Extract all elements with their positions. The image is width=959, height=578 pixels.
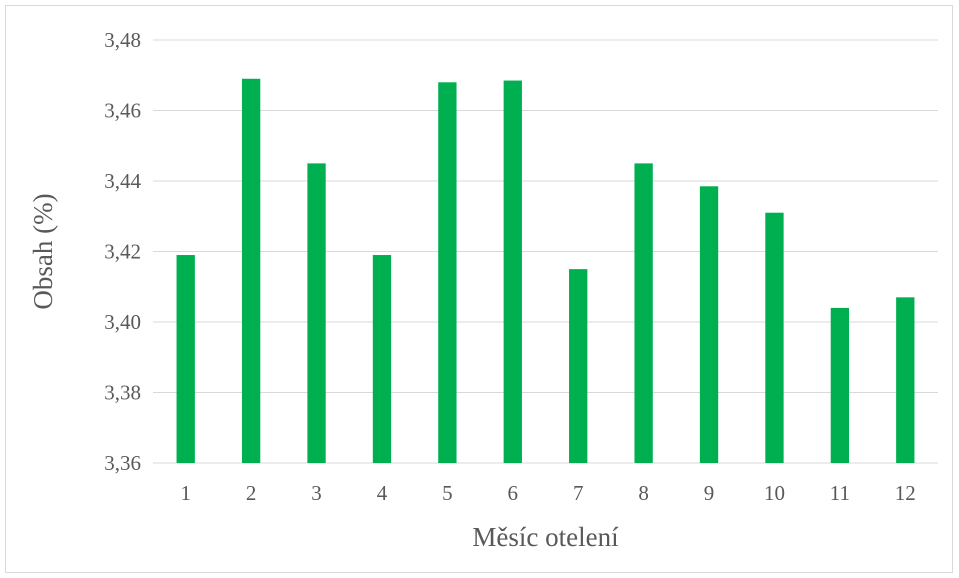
bar — [176, 255, 195, 463]
x-tick-label: 6 — [508, 481, 519, 505]
x-tick-label: 9 — [704, 481, 715, 505]
x-tick-labels: 1 2 3 4 5 6 7 8 9 10 11 12 — [180, 481, 915, 505]
bar-chart: 3,363,383,403,423,443,463,48 1 2 3 4 5 6 7 8 9 10… — [28, 28, 938, 552]
bar — [830, 307, 850, 463]
y-tick-label: 3,46 — [104, 99, 141, 123]
bar — [372, 255, 392, 463]
bar — [634, 163, 653, 463]
x-tick-label: 8 — [638, 481, 649, 505]
bar — [896, 297, 915, 463]
gridlines — [153, 39, 938, 464]
bar — [307, 163, 326, 463]
chart-frame: 3,36 3,38 3,40 3,42 3,44 3,46 3,48 1 2 3 4 5 6 7 8 9 10… — [5, 5, 953, 573]
y-axis-title: Obsah (%) — [28, 193, 58, 309]
x-tick-label: 3 — [311, 481, 322, 505]
bar — [503, 80, 522, 463]
y-tick-label: 3,40 — [104, 310, 141, 334]
x-tick-label: 7 — [573, 481, 584, 505]
y-tick-labels: 3,36 3,38 3,40 3,42 3,44 3,46 3,48 — [104, 28, 141, 475]
bar — [438, 82, 457, 464]
y-tick-label: 3,42 — [104, 240, 141, 264]
x-tick-label: 1 — [180, 481, 191, 505]
x-tick-label: 5 — [442, 481, 453, 505]
y-tick-label: 3,36 — [104, 451, 141, 475]
bar — [699, 186, 719, 463]
bar — [765, 212, 784, 463]
x-tick-label: 12 — [895, 481, 916, 505]
bar — [569, 269, 588, 463]
x-tick-label: 2 — [246, 481, 257, 505]
x-tick-label: 4 — [377, 481, 388, 505]
bars — [176, 78, 915, 464]
y-tick-label: 3,48 — [104, 28, 141, 52]
x-tick-label: 10 — [764, 481, 785, 505]
x-tick-label: 11 — [830, 481, 850, 505]
y-tick-label: 3,44 — [104, 169, 141, 193]
bar — [241, 78, 261, 464]
y-tick-label: 3,38 — [104, 381, 141, 405]
x-axis-title: Měsíc otelení — [472, 522, 619, 552]
